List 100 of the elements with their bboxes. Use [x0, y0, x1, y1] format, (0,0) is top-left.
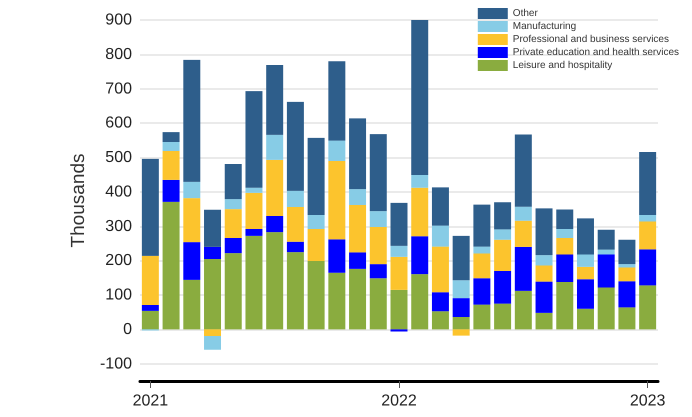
- bar: [576, 266, 594, 280]
- bar: [514, 290, 532, 330]
- bar: [556, 282, 574, 330]
- bar: [183, 198, 200, 242]
- bar: [224, 238, 242, 254]
- bar: [639, 285, 656, 330]
- bar: [245, 236, 262, 330]
- bar: [576, 279, 594, 309]
- bar: [494, 202, 512, 230]
- bar: [349, 118, 366, 190]
- bar: [432, 246, 449, 292]
- bar: [536, 265, 553, 282]
- bar: [452, 329, 470, 336]
- bar: [576, 308, 594, 330]
- bar: [183, 182, 200, 198]
- bar: [370, 278, 387, 330]
- bar: [473, 253, 490, 278]
- bar: [452, 317, 470, 330]
- bar: [390, 290, 408, 330]
- legend-label: Professional and business services: [512, 34, 669, 45]
- bar: [494, 270, 512, 304]
- y-tick-label: 100: [105, 286, 132, 304]
- bar: [349, 252, 366, 269]
- bar: [618, 281, 636, 308]
- bar: [432, 292, 449, 312]
- bar: [639, 221, 656, 250]
- x-tick-label: 2021: [132, 392, 168, 410]
- bar: [390, 246, 408, 257]
- bar: [349, 268, 366, 330]
- bar: [349, 189, 366, 205]
- bar: [452, 236, 470, 280]
- bar: [473, 246, 490, 254]
- y-tick-label: 0: [123, 320, 132, 338]
- bar: [224, 164, 242, 200]
- legend-label: Private education and health services: [512, 47, 680, 58]
- bar: [639, 249, 656, 286]
- bar: [328, 61, 346, 141]
- bar: [183, 280, 200, 330]
- bar: [162, 202, 180, 330]
- bar: [432, 226, 449, 247]
- bar: [618, 264, 636, 268]
- bar: [473, 278, 490, 305]
- y-tick-label: 900: [105, 12, 132, 28]
- bar: [245, 192, 262, 230]
- bar: [204, 258, 222, 330]
- bar: [142, 310, 159, 330]
- bar: [536, 208, 553, 256]
- bar: [204, 329, 222, 336]
- bar: [556, 254, 574, 282]
- bar: [162, 132, 180, 142]
- bar: [452, 280, 470, 298]
- bar: [556, 209, 574, 230]
- bar: [308, 261, 325, 330]
- bar: [618, 307, 636, 330]
- bar: [266, 160, 284, 216]
- bar: [598, 250, 615, 254]
- bar: [576, 218, 594, 254]
- y-tick-label: -100: [100, 355, 132, 372]
- bar: [308, 214, 325, 230]
- x-tick-label: 2022: [381, 392, 417, 410]
- bar: [411, 274, 428, 330]
- bar: [639, 152, 656, 215]
- bar: [514, 220, 532, 247]
- bar: [576, 254, 594, 267]
- bar: [370, 211, 387, 227]
- bar: [328, 272, 346, 330]
- bar: [224, 209, 242, 238]
- bar: [224, 199, 242, 210]
- bar: [618, 268, 636, 282]
- bar: [390, 202, 408, 246]
- bar: [245, 229, 262, 236]
- y-tick-label: 700: [105, 80, 132, 98]
- bar: [142, 305, 159, 311]
- bar: [514, 246, 532, 291]
- bar: [556, 238, 574, 254]
- bar: [162, 150, 180, 180]
- bar: [411, 236, 428, 274]
- bar: [432, 187, 449, 226]
- bar: [266, 134, 284, 160]
- bar: [556, 229, 574, 238]
- bar: [452, 298, 470, 318]
- y-tick-label: 500: [105, 149, 132, 166]
- bar: [328, 160, 346, 240]
- bar: [142, 158, 159, 256]
- bar: [286, 252, 304, 330]
- bar: [514, 206, 532, 221]
- bar: [245, 188, 262, 193]
- legend-label: Leisure and hospitality: [512, 60, 612, 71]
- bar: [162, 142, 180, 151]
- bar: [162, 180, 180, 202]
- bar: [328, 239, 346, 273]
- legend-label: Other: [512, 8, 538, 19]
- bar: [536, 282, 553, 313]
- bar: [411, 188, 428, 236]
- bar: [266, 232, 284, 330]
- bar: [204, 210, 222, 247]
- bar: [308, 229, 325, 262]
- bar: [370, 226, 387, 264]
- bar: [266, 216, 284, 232]
- bar: [473, 304, 490, 330]
